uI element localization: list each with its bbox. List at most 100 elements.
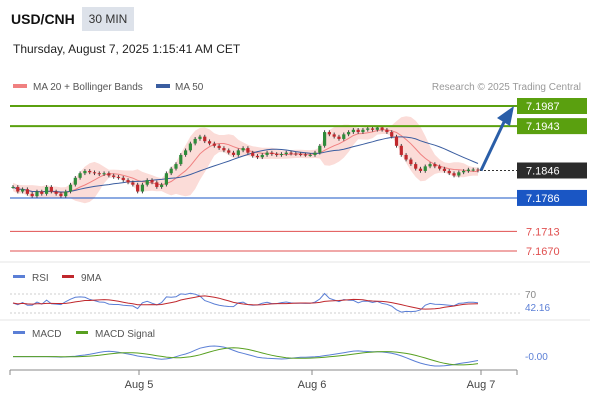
candle — [270, 150, 274, 156]
candle — [179, 153, 183, 166]
candle — [198, 134, 202, 141]
candle — [471, 167, 475, 172]
rsi-ma-legend-label: 9MA — [81, 273, 102, 284]
price-levels: 7.1987 7.1943 7.1846 7.1786 7.1713 7.1670 — [10, 98, 587, 258]
price-level-level: 7.1670 — [10, 246, 560, 258]
candle — [203, 134, 207, 144]
candle — [265, 150, 269, 157]
candle — [236, 148, 240, 157]
candle — [20, 187, 25, 194]
price-level-support: 7.1786 — [10, 189, 587, 206]
candle — [78, 171, 82, 180]
signal-legend-swatch — [76, 331, 88, 334]
candle — [160, 182, 164, 189]
symbol-title: USD/CNH — [11, 11, 75, 27]
candle — [409, 157, 413, 166]
candle — [394, 134, 399, 148]
candle — [452, 171, 456, 178]
candle — [322, 130, 327, 148]
x-tick: Aug 7 — [467, 370, 496, 391]
candle — [346, 130, 351, 137]
candle — [361, 127, 365, 134]
candle — [212, 141, 216, 148]
price-level-label: 7.1786 — [526, 193, 560, 205]
macd-line — [13, 345, 479, 367]
candle — [35, 189, 39, 198]
bollinger-band — [13, 116, 478, 204]
candle — [337, 134, 341, 141]
bollinger-legend-label: MA 20 + Bollinger Bands — [33, 82, 143, 93]
candle — [251, 150, 255, 158]
candle — [418, 166, 423, 173]
candle — [308, 153, 312, 157]
candle — [241, 146, 245, 153]
candle — [174, 162, 178, 171]
timestamp: Thursday, August 7, 2025 1:15:41 AM CET — [13, 42, 241, 56]
candle — [260, 153, 264, 160]
projection-arrow — [479, 121, 506, 172]
candle — [30, 191, 34, 198]
candle — [476, 167, 480, 173]
candle — [11, 185, 15, 189]
candle — [370, 126, 375, 132]
candle — [366, 126, 370, 132]
macd-value-label: -0.00 — [525, 352, 548, 363]
candle — [231, 150, 236, 157]
candle — [385, 127, 389, 134]
candle — [462, 169, 466, 175]
candle — [107, 171, 111, 178]
candle — [217, 143, 221, 150]
candle — [131, 180, 135, 187]
price-level-level: 7.1713 — [10, 226, 560, 238]
candle — [193, 137, 197, 146]
rsi-level-label: 70 — [525, 290, 537, 301]
candle — [150, 178, 154, 185]
candle — [140, 182, 145, 194]
ma20-line — [12, 129, 479, 194]
candle — [303, 152, 308, 157]
candle — [188, 141, 192, 153]
candle — [246, 146, 250, 155]
x-tick-label: Aug 7 — [467, 379, 496, 391]
ma50-legend-label: MA 50 — [175, 82, 204, 93]
price-level-label: 7.1846 — [526, 165, 560, 177]
candle — [164, 171, 169, 187]
candle — [255, 154, 260, 160]
candle — [183, 148, 188, 157]
candle — [399, 143, 403, 157]
candle — [442, 166, 447, 173]
price-panel: 7.1987 7.1943 7.1846 7.1786 7.1713 7.1670 — [10, 98, 587, 258]
candle — [227, 148, 231, 155]
candle — [25, 187, 29, 196]
candle — [313, 150, 317, 157]
rsi-legend-label: RSI — [32, 273, 49, 284]
timeframe-badge[interactable]: 30 MIN — [89, 12, 128, 26]
bollinger-legend-swatch — [13, 84, 27, 88]
signal-legend-label: MACD Signal — [95, 329, 155, 340]
candle — [342, 132, 346, 141]
rsi-ma-line — [12, 295, 479, 310]
rsi-legend-swatch — [13, 275, 25, 278]
price-level-label: 7.1987 — [526, 101, 560, 113]
candle — [332, 132, 336, 139]
candle — [414, 162, 418, 171]
x-tick-label: Aug 6 — [298, 379, 327, 391]
price-level-resistance: 7.1987 — [10, 98, 587, 114]
candles — [11, 125, 480, 198]
candle — [88, 169, 92, 175]
candle — [294, 151, 298, 156]
candle — [59, 191, 63, 198]
candle — [92, 170, 97, 176]
candle — [457, 170, 461, 178]
candle — [16, 185, 20, 194]
candle — [102, 171, 106, 176]
candle — [275, 152, 279, 157]
candle — [299, 152, 303, 157]
rsi-ma-legend-swatch — [62, 275, 74, 278]
candle — [97, 171, 101, 176]
candle — [40, 189, 44, 196]
rsi-line — [12, 292, 479, 313]
x-tick: Aug 5 — [125, 370, 153, 391]
candle — [126, 178, 130, 185]
x-tick: Aug 6 — [298, 370, 327, 391]
